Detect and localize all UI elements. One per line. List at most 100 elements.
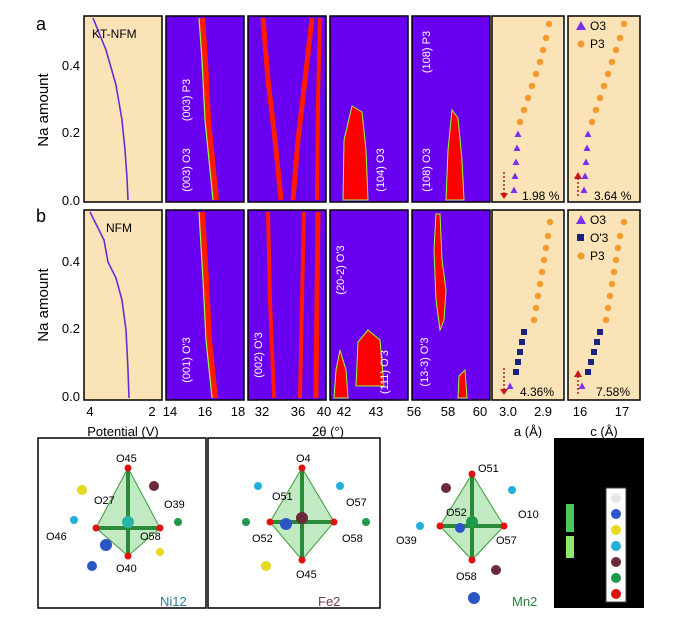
xlabel-a: a (Å) — [514, 424, 542, 439]
legend-ball-2 — [611, 509, 621, 519]
fe2-label-0: O4 — [296, 453, 311, 465]
dots-ab-circ-6 — [542, 244, 550, 252]
xtick-14: 14 — [163, 404, 177, 419]
xtick-pot-4: 4 — [86, 404, 93, 419]
dots-aa-circ-7 — [542, 34, 550, 42]
peak-a-4 — [445, 108, 465, 201]
lattice-a-plot-b — [491, 209, 565, 401]
dots-ca-circ-8 — [620, 20, 628, 28]
ytick-a-00: 0.0 — [62, 193, 80, 208]
mn2-label-3: O39 — [396, 535, 417, 547]
legend-b-p3: P3 — [590, 249, 605, 263]
ytick-b-04: 0.4 — [62, 254, 80, 269]
row-b-ylabel: Na amount — [35, 267, 52, 341]
legend-ball-6 — [611, 573, 621, 583]
dots-ca-circ-3 — [600, 82, 608, 90]
dots-cb-circ-1 — [604, 304, 612, 312]
peak-label-a-5: (108) O3 — [421, 148, 433, 191]
peak-a-2c — [315, 17, 322, 201]
dots-cb-circ-6 — [614, 244, 622, 252]
dots-cb-sq-2 — [591, 349, 597, 355]
peak-label-b-2: (002) O'3 — [253, 332, 265, 378]
peak-b-4 — [433, 213, 447, 332]
xtick-a-29: 2.9 — [534, 404, 552, 419]
dots-aa-circ-8 — [545, 20, 553, 28]
dots-aa-circ-0 — [516, 118, 524, 126]
dots-aa-tri-4 — [514, 130, 522, 137]
peak-label-a-1: (003) P3 — [181, 79, 193, 121]
peak-b-2c — [313, 211, 321, 399]
peak-label-a-2: (003) O3 — [181, 148, 193, 191]
dots-cb-sq-0 — [585, 369, 591, 375]
xtick-16: 16 — [198, 404, 212, 419]
xtick-60: 60 — [473, 404, 487, 419]
xtick-32: 32 — [255, 404, 269, 419]
voltage-plot-a — [83, 15, 163, 203]
legend-b-o3: O3 — [590, 213, 606, 227]
mn2-label-2: O10 — [518, 509, 539, 521]
legend-a-p3: P3 — [590, 37, 605, 51]
dots-aa-tri-3 — [513, 144, 521, 151]
dots-cb-sq-4 — [597, 329, 603, 335]
dots-ca-tri-2 — [582, 158, 590, 165]
dots-ca-circ-6 — [612, 46, 620, 54]
voltage-curve-b — [89, 211, 130, 399]
xtick-42: 42 — [337, 404, 351, 419]
fe2-label-4: O58 — [342, 533, 363, 545]
peak-label-b-1: (001) O'3 — [181, 337, 193, 383]
structure-name-mn2: Mn2 — [512, 594, 537, 609]
dots-ab-circ-4 — [538, 268, 546, 276]
xtick-pot-2: 2 — [148, 404, 155, 419]
heatmap-a-2 — [247, 15, 327, 203]
legend-b-o-prime3: O'3 — [590, 231, 609, 245]
c-change-a: 3.64 % — [594, 189, 632, 203]
ytick-a-02: 0.2 — [62, 125, 80, 140]
dots-ca-circ-2 — [596, 94, 604, 102]
lattice-a-points-b — [506, 218, 554, 389]
xtick-58: 58 — [441, 404, 455, 419]
dots-cb-circ-5 — [612, 256, 620, 264]
dots-ca-circ-4 — [604, 70, 612, 78]
peak-a-2a — [260, 17, 284, 201]
legend-ball-3 — [611, 525, 621, 535]
sample-name-b: NFM — [106, 221, 132, 235]
ni12-label-5: O40 — [116, 563, 137, 575]
structure-name-ni12: Ni12 — [160, 594, 187, 609]
panel-label-b: b — [36, 206, 46, 226]
peak-a-3 — [342, 105, 369, 201]
dots-ab-circ-3 — [536, 280, 544, 288]
legend-ball-7 — [611, 589, 621, 599]
dots-ca-tri-3 — [583, 144, 591, 151]
peak-label-b-5: (13-3) O'3 — [419, 337, 431, 386]
dots-aa-circ-1 — [520, 106, 528, 114]
dots-aa-circ-4 — [532, 70, 540, 78]
legend-ball-1 — [611, 493, 621, 503]
dots-ab-sq-0 — [513, 369, 519, 375]
xtick-c-17: 17 — [615, 404, 629, 419]
sample-name-a: KT-NFM — [92, 27, 137, 41]
dots-ab-sq-1 — [515, 359, 521, 365]
ni12-label-2: O39 — [164, 499, 185, 511]
dots-cb-sq-3 — [594, 339, 600, 345]
heatmap-b-4 — [411, 209, 491, 401]
mn2-label-5: O58 — [456, 571, 477, 583]
c-change-b: 7.58% — [596, 385, 630, 399]
dots-ca-tri-1 — [581, 172, 589, 179]
mn2-label-4: O57 — [496, 535, 517, 547]
dots-ab-sq-3 — [519, 339, 525, 345]
dots-ab-circ-0 — [530, 316, 538, 324]
lattice-c-points-a — [580, 20, 628, 193]
mn2-label-0: O51 — [478, 463, 499, 475]
peak-label-a-4: (108) P3 — [421, 31, 433, 73]
dots-cb-circ-7 — [616, 232, 624, 240]
dots-ca-circ-5 — [608, 58, 616, 66]
dots-aa-circ-6 — [539, 46, 547, 54]
peak-b-2a — [266, 211, 276, 399]
dots-ab-circ-5 — [540, 256, 548, 264]
lattice-a-points-a — [510, 20, 553, 193]
fe2-label-1: O51 — [272, 491, 293, 503]
legend-ball-4 — [611, 541, 621, 551]
ytick-b-00: 0.0 — [62, 389, 80, 404]
dots-ab-circ-7 — [544, 232, 552, 240]
